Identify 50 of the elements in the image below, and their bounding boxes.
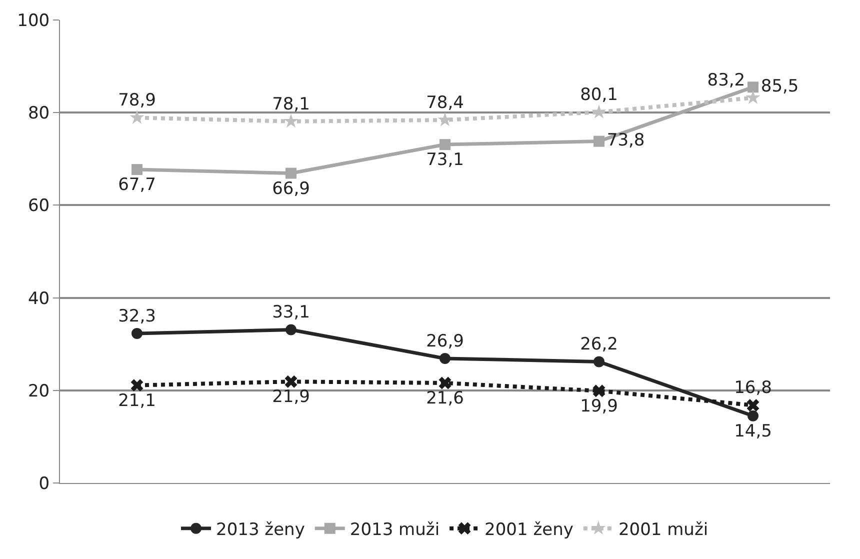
legend-label: 2001 muži bbox=[618, 520, 708, 540]
data-label: 32,3 bbox=[118, 306, 156, 326]
legend-label: 2001 ženy bbox=[484, 520, 574, 540]
point bbox=[594, 356, 604, 368]
point bbox=[748, 82, 758, 93]
data-label: 78,4 bbox=[426, 92, 464, 113]
legend-label: 2013 muži bbox=[350, 520, 440, 540]
data-label: 26,2 bbox=[580, 334, 618, 355]
data-label: 19,9 bbox=[580, 396, 618, 416]
data-label: 73,8 bbox=[606, 130, 645, 151]
point bbox=[130, 379, 144, 392]
point bbox=[286, 168, 296, 179]
data-label: 78,9 bbox=[118, 90, 156, 111]
legend-label: 2013 ženy bbox=[216, 520, 305, 540]
data-label: 85,5 bbox=[760, 76, 799, 96]
point bbox=[284, 114, 298, 128]
data-label: 21,1 bbox=[118, 390, 156, 411]
point bbox=[130, 110, 144, 124]
point bbox=[286, 324, 296, 336]
point bbox=[440, 139, 450, 150]
data-label: 26,9 bbox=[426, 331, 464, 352]
point bbox=[594, 136, 604, 147]
point bbox=[592, 104, 606, 118]
data-label: 33,1 bbox=[272, 302, 310, 323]
y-tick-label: 100 bbox=[17, 10, 50, 31]
y-tick-label: 20 bbox=[28, 381, 50, 402]
point bbox=[746, 399, 760, 412]
point bbox=[132, 164, 142, 176]
y-tick-label: 40 bbox=[28, 288, 50, 309]
data-label: 78,1 bbox=[272, 94, 310, 114]
point bbox=[284, 375, 298, 388]
point bbox=[438, 376, 452, 390]
data-label: 16,8 bbox=[734, 378, 772, 398]
point bbox=[438, 112, 452, 126]
point bbox=[132, 328, 142, 339]
point bbox=[440, 352, 450, 364]
y-tick-label: 80 bbox=[28, 104, 50, 124]
data-label: 73,1 bbox=[426, 150, 464, 170]
point bbox=[746, 90, 760, 104]
y-tick-label: 60 bbox=[28, 196, 50, 216]
data-label: 83,2 bbox=[707, 70, 746, 91]
data-label: 67,7 bbox=[118, 175, 156, 196]
data-label: 66,9 bbox=[272, 178, 310, 199]
data-label: 21,6 bbox=[426, 388, 464, 409]
point bbox=[748, 410, 758, 422]
data-label: 21,9 bbox=[272, 387, 310, 408]
data-label: 14,5 bbox=[734, 421, 772, 442]
y-tick-label: 0 bbox=[38, 474, 50, 494]
point bbox=[592, 384, 606, 398]
data-label: 80,1 bbox=[580, 85, 618, 106]
